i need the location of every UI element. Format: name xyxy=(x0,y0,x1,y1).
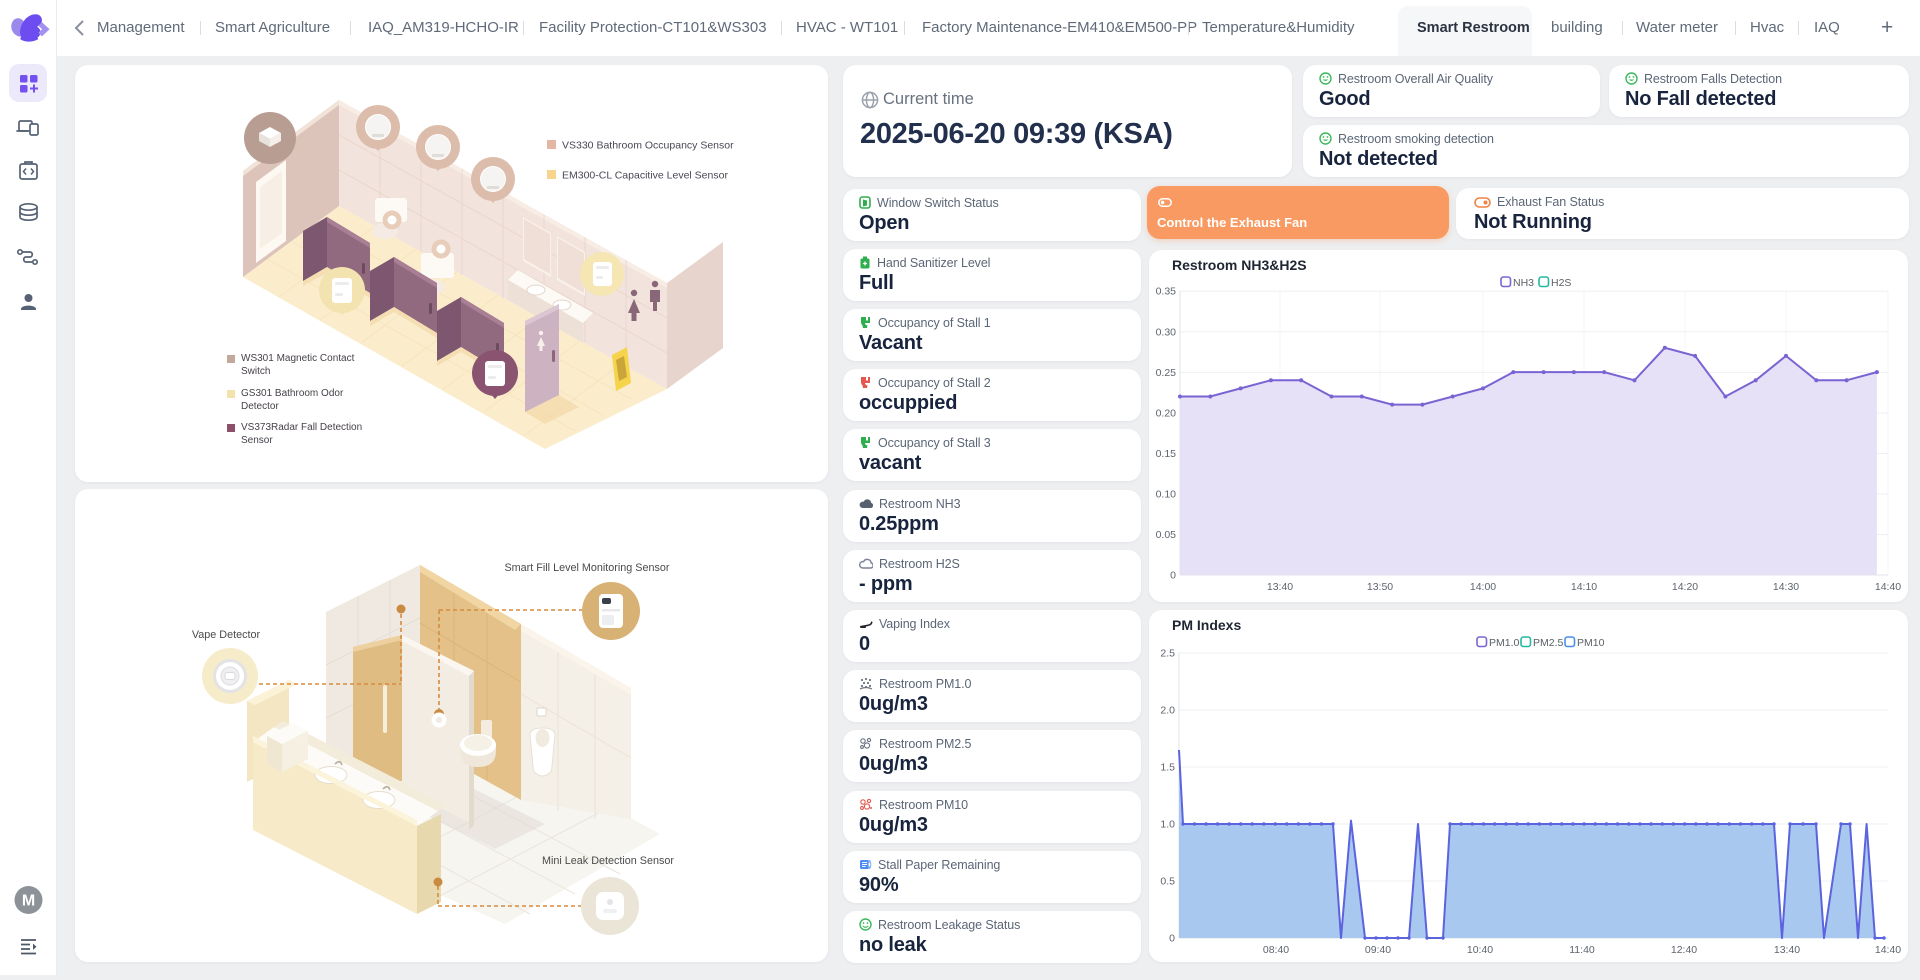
svg-text:Sensor: Sensor xyxy=(241,435,273,446)
svg-text:PM10: PM10 xyxy=(1577,637,1605,649)
svg-text:Mini Leak Detection Sensor: Mini Leak Detection Sensor xyxy=(542,855,674,867)
svg-text:NH3: NH3 xyxy=(1513,277,1534,289)
svg-text:11:40: 11:40 xyxy=(1569,944,1595,956)
svg-text:12:40: 12:40 xyxy=(1671,944,1697,956)
svg-text:VS330 Bathroom Occupancy Senso: VS330 Bathroom Occupancy Sensor xyxy=(562,140,734,152)
svg-text:13:40: 13:40 xyxy=(1774,944,1800,956)
svg-text:0.15: 0.15 xyxy=(1156,448,1177,460)
svg-text:VS373Radar Fall Detection: VS373Radar Fall Detection xyxy=(241,422,362,433)
svg-text:M: M xyxy=(22,893,35,910)
svg-text:14:40: 14:40 xyxy=(1875,581,1901,593)
svg-text:GS301 Bathroom Odor: GS301 Bathroom Odor xyxy=(241,388,344,399)
svg-text:0.10: 0.10 xyxy=(1156,489,1177,501)
svg-text:1.5: 1.5 xyxy=(1160,762,1175,774)
svg-text:14:40: 14:40 xyxy=(1875,944,1901,956)
svg-text:2.0: 2.0 xyxy=(1160,705,1175,717)
svg-text:WS301 Magnetic Contact: WS301 Magnetic Contact xyxy=(241,353,355,364)
svg-text:H2S: H2S xyxy=(1551,277,1571,289)
svg-text:14:30: 14:30 xyxy=(1773,581,1799,593)
svg-text:10:40: 10:40 xyxy=(1467,944,1493,956)
svg-text:0.5: 0.5 xyxy=(1160,876,1175,888)
svg-text:PM1.0: PM1.0 xyxy=(1489,637,1520,649)
svg-text:Vape Detector: Vape Detector xyxy=(192,629,261,641)
svg-text:0.20: 0.20 xyxy=(1156,408,1177,420)
svg-text:0.05: 0.05 xyxy=(1156,529,1177,541)
svg-text:09:40: 09:40 xyxy=(1365,944,1391,956)
svg-text:PM2.5: PM2.5 xyxy=(1533,637,1564,649)
svg-text:08:40: 08:40 xyxy=(1263,944,1289,956)
svg-text:0.30: 0.30 xyxy=(1156,326,1177,338)
svg-text:13:40: 13:40 xyxy=(1267,581,1293,593)
svg-text:EM300-CL Capacitive Level Sens: EM300-CL Capacitive Level Sensor xyxy=(562,170,728,182)
svg-text:14:20: 14:20 xyxy=(1672,581,1698,593)
svg-text:2.5: 2.5 xyxy=(1160,648,1175,660)
svg-text:1.0: 1.0 xyxy=(1160,819,1175,831)
svg-text:PM Indexs: PM Indexs xyxy=(1172,617,1241,633)
svg-text:Smart Fill Level Monitoring Se: Smart Fill Level Monitoring Sensor xyxy=(504,562,669,574)
svg-text:Restroom NH3&H2S: Restroom NH3&H2S xyxy=(1172,257,1307,273)
svg-text:Switch: Switch xyxy=(241,366,270,377)
svg-text:Detector: Detector xyxy=(241,401,279,412)
svg-text:13:50: 13:50 xyxy=(1367,581,1393,593)
svg-text:0: 0 xyxy=(1169,933,1175,945)
svg-text:0: 0 xyxy=(1170,570,1176,582)
svg-text:14:00: 14:00 xyxy=(1470,581,1496,593)
svg-text:0.35: 0.35 xyxy=(1156,286,1177,298)
svg-text:0.25: 0.25 xyxy=(1156,367,1177,379)
svg-text:14:10: 14:10 xyxy=(1571,581,1597,593)
